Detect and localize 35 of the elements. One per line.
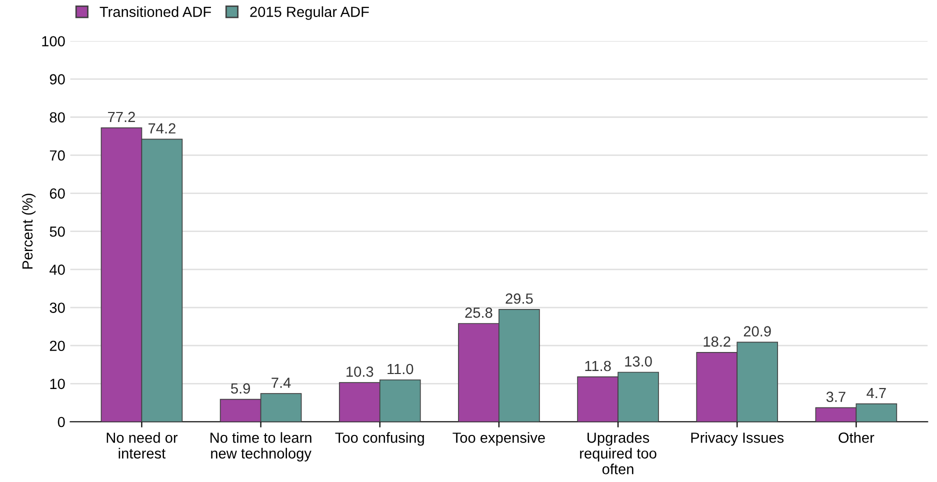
- y-tick-label: 40: [50, 264, 65, 275]
- y-tick-label: 70: [50, 150, 65, 161]
- x-tick-label: Too expensive: [452, 432, 545, 446]
- data-label: 3.7: [826, 392, 846, 402]
- y-tick-label: 0: [58, 416, 65, 428]
- data-label: 10.3: [346, 366, 374, 377]
- y-tick-label: 50: [50, 226, 65, 237]
- data-label: 29.5: [506, 293, 533, 304]
- data-label: 7.4: [272, 378, 291, 388]
- y-axis-title: Percent (%): [22, 194, 36, 269]
- data-label: 25.8: [465, 308, 492, 318]
- data-label: 20.9: [744, 326, 771, 337]
- y-tick-label: 60: [50, 188, 65, 199]
- data-label: 74.2: [148, 123, 176, 134]
- y-tick-label: 100: [42, 36, 65, 46]
- y-tick-label: 80: [50, 112, 65, 123]
- x-tick-label: Too confusing: [335, 432, 424, 446]
- x-tick-label: No time to learn new technology: [210, 432, 312, 462]
- y-tick-label: 30: [50, 302, 65, 313]
- legend-label: 2015 Regular ADF: [250, 6, 369, 20]
- data-label: 5.9: [231, 383, 250, 394]
- x-tick-label: Other: [838, 432, 874, 443]
- x-tick-label: No need or interest: [106, 432, 178, 459]
- x-tick-label: Privacy Issues: [691, 432, 784, 446]
- x-tick-label: Upgrades required too often: [580, 432, 656, 474]
- data-label: 18.2: [704, 336, 730, 347]
- data-label: 13.0: [625, 356, 652, 367]
- y-tick-label: 10: [50, 378, 65, 390]
- data-label: 77.2: [108, 112, 135, 122]
- data-label: 4.7: [866, 388, 886, 398]
- legend-label: Transitioned ADF: [100, 6, 211, 18]
- y-tick-label: 90: [50, 74, 65, 84]
- data-label: 11.8: [585, 360, 611, 372]
- data-label: 11.0: [388, 364, 414, 374]
- y-tick-label: 20: [50, 340, 65, 352]
